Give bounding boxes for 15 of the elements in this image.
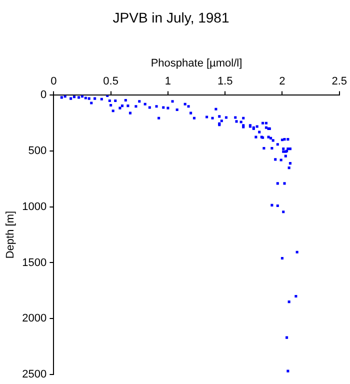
chart-title: JPVB in July, 1981 — [112, 9, 230, 26]
x-tick-label: 2.5 — [332, 76, 348, 88]
x-tick-label: 0 — [50, 76, 57, 88]
x-tick-label: 2 — [279, 76, 286, 88]
x-axis-title: Phosphate [µmol/l] — [150, 57, 242, 70]
y-tick-label: 1000 — [22, 200, 47, 213]
x-tick-label: 1.5 — [217, 76, 233, 88]
x-tick-label: 0.5 — [103, 76, 118, 88]
y-tick-label: 2500 — [22, 368, 47, 380]
y-axis-title: Depth [m] — [4, 210, 17, 259]
y-tick-label: 500 — [28, 145, 47, 158]
y-tick-label: 2000 — [22, 312, 47, 325]
y-tick-label: 0 — [40, 89, 47, 102]
x-tick-label: 1 — [164, 76, 172, 88]
y-tick-label: 1500 — [22, 256, 47, 269]
